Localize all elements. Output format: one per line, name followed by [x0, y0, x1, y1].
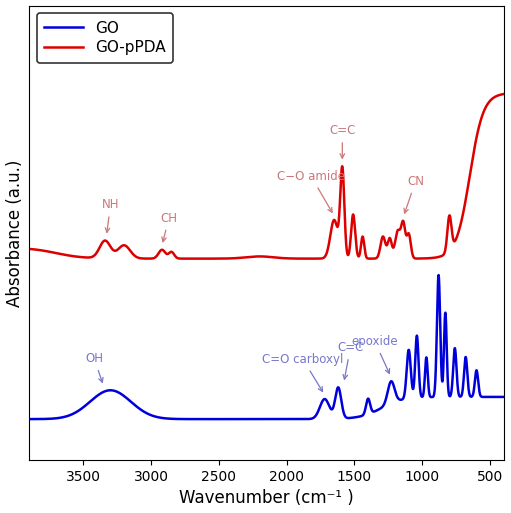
- GO: [222, 416, 228, 422]
- GO-pPDA: [225, 255, 231, 262]
- GO: [371, 408, 377, 415]
- GO-pPDA: [486, 99, 492, 105]
- GO-pPDA: [368, 255, 374, 262]
- GO: [229, 416, 236, 422]
- GO-pPDA: [462, 198, 469, 204]
- Text: C=C: C=C: [337, 341, 364, 379]
- GO-pPDA: [251, 253, 258, 260]
- GO: [435, 272, 442, 278]
- Text: C=O carboxyl: C=O carboxyl: [262, 353, 344, 391]
- GO: [462, 354, 469, 360]
- Line: GO-pPDA: GO-pPDA: [29, 94, 504, 259]
- Legend: GO, GO-pPDA: GO, GO-pPDA: [37, 13, 173, 63]
- Text: epoxide: epoxide: [352, 335, 398, 373]
- GO-pPDA: [501, 91, 507, 97]
- GO: [26, 416, 32, 422]
- Line: GO: GO: [29, 275, 504, 419]
- Y-axis label: Absorbance (a.u.): Absorbance (a.u.): [6, 159, 24, 307]
- GO-pPDA: [229, 255, 236, 262]
- GO-pPDA: [26, 246, 32, 252]
- GO-pPDA: [371, 255, 377, 262]
- Text: NH: NH: [102, 199, 119, 232]
- X-axis label: Wavenumber (cm⁻¹ ): Wavenumber (cm⁻¹ ): [179, 489, 354, 507]
- Text: C=C: C=C: [329, 124, 356, 158]
- GO: [251, 416, 258, 422]
- Text: C−O amide: C−O amide: [277, 170, 345, 212]
- Text: CH: CH: [160, 211, 177, 242]
- GO: [225, 416, 231, 422]
- Text: OH: OH: [85, 352, 103, 382]
- GO: [501, 394, 507, 400]
- GO: [486, 394, 492, 400]
- Text: CN: CN: [404, 175, 424, 213]
